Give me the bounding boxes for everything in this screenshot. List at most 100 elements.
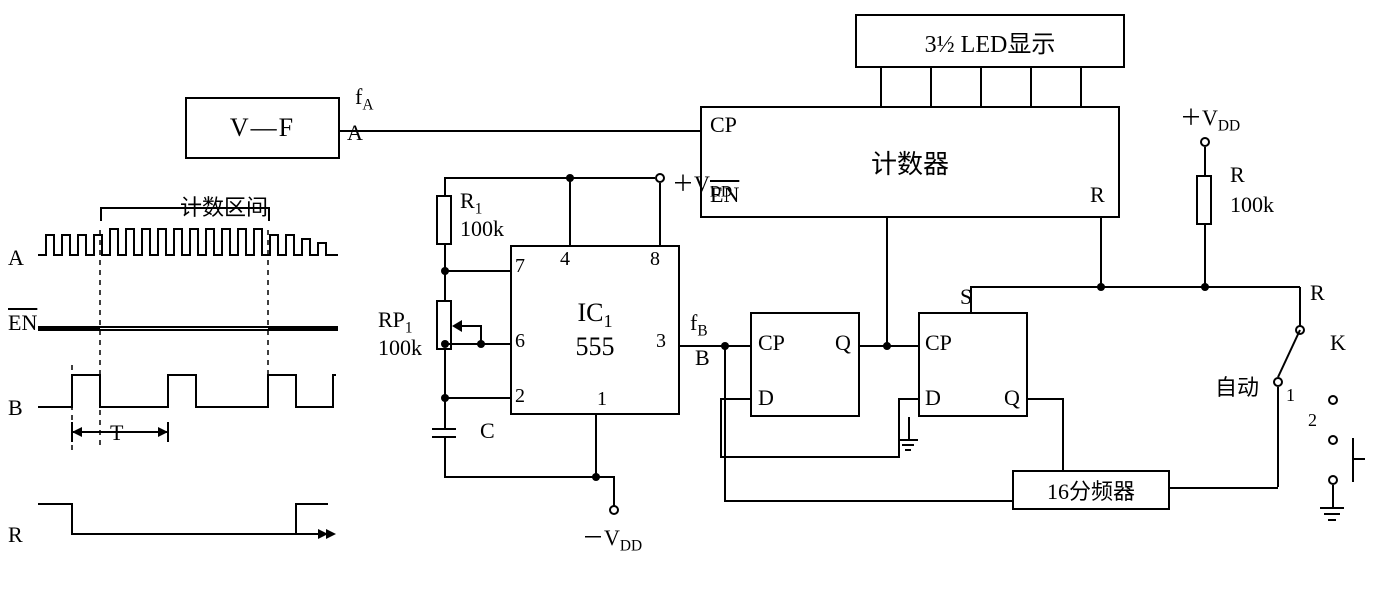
vdd-center: ＋VDD	[672, 166, 732, 201]
wire-fb-to-div	[724, 500, 1012, 502]
divider-label: 16分频器	[1047, 474, 1135, 506]
vdd-right: ＋VDD	[1180, 100, 1240, 135]
divider-block: 16分频器	[1012, 470, 1170, 510]
count-interval: 计数区间	[180, 190, 268, 222]
pin7: 7	[515, 255, 525, 278]
wire-sw1-to-div	[1170, 487, 1278, 489]
counter-cp: CP	[710, 112, 737, 138]
rp1-label: RP1	[378, 307, 413, 337]
wave-b	[38, 365, 338, 415]
wire-pin1-down	[595, 415, 597, 477]
wave-b-label: B	[8, 395, 23, 421]
wire-pin2	[444, 397, 510, 399]
wire-vdd-r	[1204, 147, 1206, 175]
wire-sw1-down	[1277, 387, 1279, 487]
wire-neg-vdd	[444, 476, 614, 478]
dot-wiper-join	[477, 340, 485, 348]
wire-disp-4	[1030, 68, 1032, 106]
wire-pb-gap	[1352, 438, 1354, 482]
wire-pb-t	[1353, 458, 1365, 460]
wave-r-label: R	[8, 522, 23, 548]
sw-pos1	[1273, 377, 1283, 387]
wire-ff2-s-h	[970, 286, 1101, 288]
wire-disp-3	[980, 68, 982, 106]
ff1-q: Q	[835, 330, 851, 356]
wire-ff2-q-down	[1062, 398, 1064, 470]
wave-a-label: A	[8, 245, 24, 271]
wire-neg-term	[613, 476, 615, 506]
wire-rp1-top	[444, 270, 446, 300]
fa-node: A	[347, 120, 363, 146]
pin1: 1	[597, 388, 607, 411]
vdd-center-term	[655, 173, 665, 183]
wire-ff1-q-up	[886, 218, 888, 346]
wire-d-loop	[720, 456, 900, 458]
r1-val: 100k	[460, 216, 504, 242]
wire-ff2-s	[970, 286, 972, 312]
pin3: 3	[656, 330, 666, 353]
wire-d-loop-up	[898, 398, 900, 458]
wire-vdd-top	[445, 177, 655, 179]
wave-t-label: T	[110, 420, 123, 446]
r-reset: R	[1310, 280, 1325, 306]
wire-ff2-q	[1028, 398, 1064, 400]
r1-label: R1	[460, 188, 482, 218]
wire-fa	[340, 130, 700, 132]
neg-vdd-term	[609, 505, 619, 515]
wire-c-top	[444, 398, 446, 428]
wave-en2	[38, 295, 338, 335]
pin6: 6	[515, 330, 525, 353]
r-right	[1196, 175, 1212, 225]
counter-block: 计数器	[700, 106, 1120, 218]
sw2-label: 2	[1308, 410, 1317, 431]
counter-label: 计数器	[871, 144, 949, 181]
ff2-q: Q	[1004, 385, 1020, 411]
switch-arm	[1277, 330, 1301, 378]
wire-c-bot	[444, 436, 446, 476]
wave-r	[38, 492, 338, 542]
mode-label: 自动	[1215, 370, 1259, 402]
ff1-cp: CP	[758, 330, 785, 356]
counter-r: R	[1090, 182, 1105, 208]
sw-pb-top	[1328, 435, 1338, 445]
ff2-d: D	[925, 385, 941, 411]
wire-r-down	[1204, 225, 1206, 287]
wire-counter-r	[1100, 218, 1102, 286]
wire-rp1-wiper	[462, 325, 482, 327]
r1	[436, 195, 452, 245]
wave-bracket-r	[268, 207, 270, 221]
wire-rp1-bot	[444, 350, 446, 398]
wire-vdd-c	[659, 183, 661, 245]
k-label: K	[1330, 330, 1346, 356]
fa-label: fA	[355, 84, 373, 114]
pin4: 4	[560, 248, 570, 271]
ff1-d: D	[758, 385, 774, 411]
r-right-label: R	[1230, 162, 1245, 188]
rp1-val: 100k	[378, 335, 422, 361]
wire-r-sw	[1299, 287, 1301, 327]
wave-bracket-l	[100, 207, 102, 221]
wire-fb-down	[724, 346, 726, 501]
fb-label: fB	[690, 310, 708, 340]
wire-r-sw-h	[1205, 286, 1300, 288]
neg-vdd-label: －VDD	[582, 520, 642, 555]
fb-node: B	[695, 345, 710, 371]
vf-block: V—F	[185, 97, 340, 159]
sw-pos2	[1328, 395, 1338, 405]
led-label: 3½ LED显示	[925, 24, 1056, 59]
wire-pin4-up	[569, 178, 571, 245]
wire-r1-top	[444, 177, 446, 195]
wire-pin7	[444, 270, 510, 272]
r-axis-arrow	[296, 533, 328, 535]
wave-bracket-top	[100, 207, 268, 209]
rp1-wiper	[452, 320, 462, 332]
sw1-label: 1	[1286, 385, 1295, 406]
wire-pb-down	[1332, 485, 1334, 507]
wire-ff2-d-gnd	[908, 417, 910, 439]
wire-disp-5	[1080, 68, 1082, 106]
c-label: C	[480, 418, 495, 444]
wire-fb	[680, 345, 750, 347]
pin2: 2	[515, 385, 525, 408]
r-right-val: 100k	[1230, 192, 1274, 218]
pin8: 8	[650, 248, 660, 271]
